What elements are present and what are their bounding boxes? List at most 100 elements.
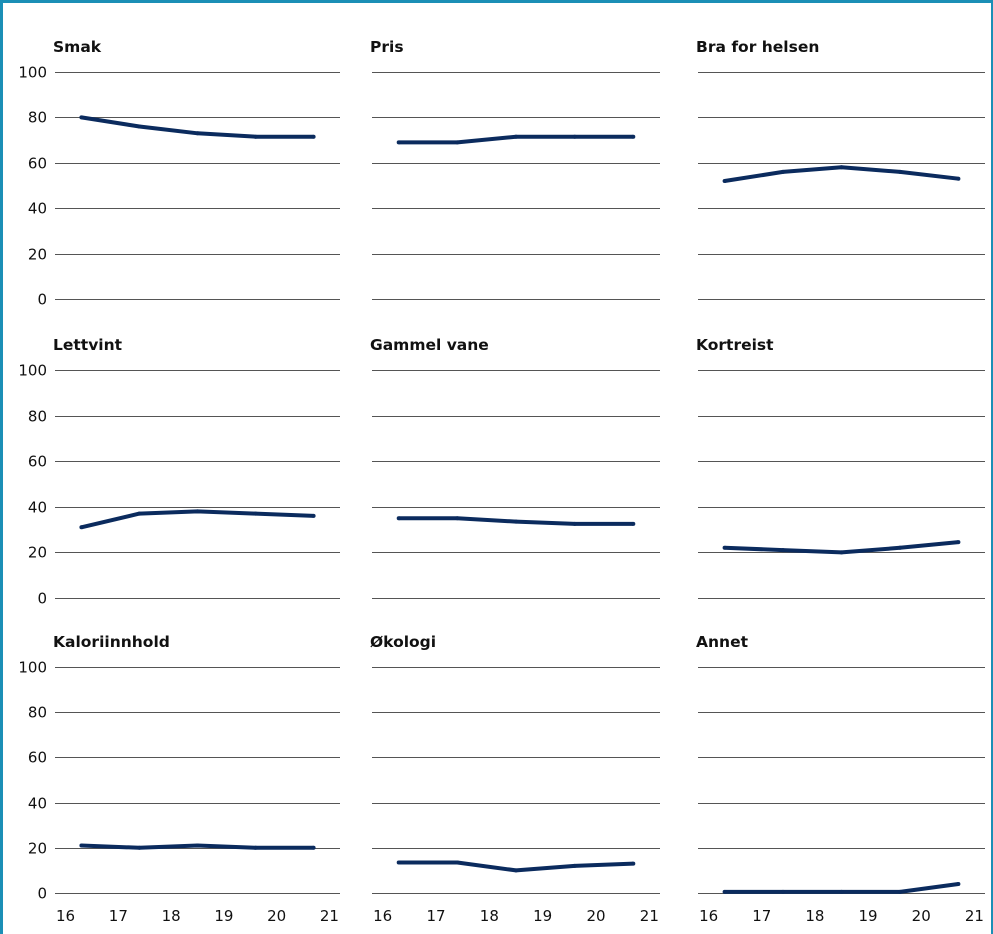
x-tick-label: 17 [426,907,445,925]
y-tick-label: 0 [37,291,47,309]
x-tick-label: 16 [373,907,392,925]
data-point [572,521,577,526]
panel-title: Pris [370,38,404,56]
panel-5: Gammel vane [370,336,660,599]
data-point [396,140,401,145]
x-tick-label: 16 [699,907,718,925]
data-point [137,124,142,129]
panel-title: Bra for helsen [696,38,819,56]
y-tick-label: 60 [28,155,47,173]
y-tick-label: 60 [28,453,47,471]
y-tick-label: 20 [28,840,47,858]
x-tick-label: 19 [214,907,233,925]
panel-9: Annet 16 17 18 19 20 21 [696,633,985,925]
data-point [455,140,460,145]
y-tick-label: 40 [28,499,47,517]
panel-1: Smak 0 20 40 60 80 100 [18,38,340,309]
data-point [722,545,727,550]
data-point [396,516,401,521]
panel-title: Smak [53,38,102,56]
x-tick-label: 21 [965,907,984,925]
data-point [79,115,84,120]
data-point [195,843,200,848]
y-tick-label: 80 [28,109,47,127]
data-point [839,889,844,894]
data-point [195,509,200,514]
data-point [137,511,142,516]
data-point [195,131,200,136]
data-point [839,165,844,170]
x-tick-label: 18 [162,907,181,925]
data-point [514,519,518,524]
x-tick-label: 19 [533,907,552,925]
x-tick-label: 18 [480,907,499,925]
data-point [722,889,727,894]
panel-8: Økologi 16 17 18 19 20 21 [370,633,660,925]
y-tick-label: 100 [18,362,47,380]
y-tick-label: 20 [28,246,47,264]
y-tick-label: 100 [18,64,47,82]
panel-title: Kaloriinnhold [53,633,170,651]
data-point [79,525,84,530]
series-line [724,165,959,183]
y-tick-label: 40 [28,200,47,218]
data-point [253,134,258,139]
panel-title: Kortreist [696,336,774,354]
data-point [311,134,316,139]
data-point [956,176,961,181]
data-point [253,511,258,516]
data-point [455,860,460,865]
x-tick-label: 20 [912,907,931,925]
data-point [572,863,577,868]
data-point [898,545,902,550]
data-point [898,889,902,894]
data-point [781,548,785,553]
x-tick-label: 20 [267,907,286,925]
y-tick-label: 80 [28,408,47,426]
x-tick-label: 20 [586,907,605,925]
data-point [514,134,518,139]
panel-3: Bra for helsen [696,38,985,300]
x-tick-label: 21 [640,907,659,925]
data-point [514,868,518,873]
data-point [781,889,785,894]
panel-6: Kortreist [696,336,985,599]
y-tick-label: 20 [28,544,47,562]
data-point [455,516,460,521]
data-point [253,845,258,850]
y-tick-label: 60 [28,749,47,767]
y-tick-label: 100 [18,659,47,677]
data-point [839,550,844,555]
series-line [80,509,314,530]
panel-title: Lettvint [53,336,123,354]
data-point [781,169,785,174]
panel-2: Pris [370,38,660,300]
panel-title: Annet [696,633,749,651]
data-point [631,861,636,866]
panel-4: Lettvint 0 20 40 60 80 100 [18,336,340,608]
data-point [311,845,316,850]
panel-7: Kaloriinnhold 0 20 40 60 80 100 16 17 18 19 20 21 [18,633,340,925]
x-tick-label: 21 [320,907,339,925]
data-point [572,134,577,139]
data-point [79,843,84,848]
data-point [956,540,961,545]
x-tick-label: 17 [752,907,771,925]
x-tick-label: 18 [805,907,824,925]
y-tick-label: 80 [28,704,47,722]
data-point [898,169,902,174]
y-tick-label: 0 [37,590,47,608]
x-tick-label: 16 [56,907,75,925]
x-tick-label: 19 [859,907,878,925]
y-tick-label: 40 [28,795,47,813]
panel-title: Gammel vane [370,336,489,354]
data-point [956,882,961,886]
data-point [137,845,142,850]
data-point [722,179,727,183]
data-point [311,513,316,518]
data-point [631,521,636,526]
y-tick-label: 0 [37,885,47,903]
data-point [631,134,636,139]
